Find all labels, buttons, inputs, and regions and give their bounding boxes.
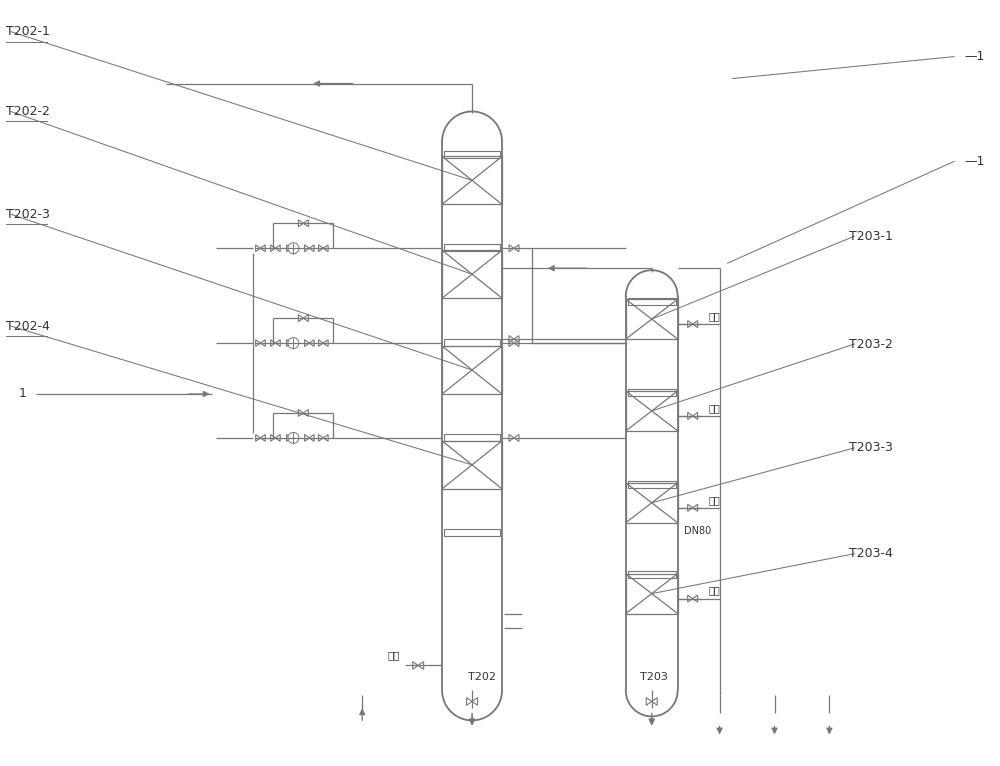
Polygon shape xyxy=(287,339,291,346)
Polygon shape xyxy=(298,410,303,417)
Bar xyxy=(626,300,678,339)
Polygon shape xyxy=(287,434,291,441)
Bar xyxy=(628,298,676,305)
Polygon shape xyxy=(291,245,296,251)
Polygon shape xyxy=(305,245,309,251)
Polygon shape xyxy=(514,336,519,342)
Text: T202-1: T202-1 xyxy=(6,25,50,38)
Bar xyxy=(442,346,502,394)
Polygon shape xyxy=(275,339,280,346)
Text: T203-4: T203-4 xyxy=(849,547,893,560)
Polygon shape xyxy=(303,220,308,227)
Polygon shape xyxy=(688,504,693,511)
Bar xyxy=(628,389,676,396)
Polygon shape xyxy=(688,412,693,420)
Text: T203-2: T203-2 xyxy=(849,338,893,351)
Polygon shape xyxy=(256,339,260,346)
Polygon shape xyxy=(271,339,275,346)
Polygon shape xyxy=(514,339,519,346)
Text: T202-3: T202-3 xyxy=(6,208,50,221)
Polygon shape xyxy=(646,698,652,705)
Polygon shape xyxy=(298,220,303,227)
Text: 蔮汽: 蔮汽 xyxy=(709,403,720,413)
Polygon shape xyxy=(509,434,514,441)
Polygon shape xyxy=(323,245,328,251)
Bar xyxy=(444,339,500,346)
Polygon shape xyxy=(509,245,514,252)
Text: T203-1: T203-1 xyxy=(849,230,893,243)
Bar xyxy=(628,481,676,488)
Polygon shape xyxy=(256,245,260,251)
Polygon shape xyxy=(418,662,424,669)
Text: 1: 1 xyxy=(19,388,27,401)
Bar xyxy=(442,250,502,298)
Polygon shape xyxy=(309,339,314,346)
Bar xyxy=(444,152,500,159)
Bar xyxy=(626,483,678,522)
Bar xyxy=(626,391,678,431)
Polygon shape xyxy=(287,245,291,251)
Polygon shape xyxy=(319,434,323,441)
Circle shape xyxy=(288,433,299,444)
Circle shape xyxy=(288,243,299,254)
Polygon shape xyxy=(688,595,693,602)
Polygon shape xyxy=(303,410,308,417)
Text: 蔮汽: 蔮汽 xyxy=(388,650,400,660)
Polygon shape xyxy=(260,245,265,251)
Polygon shape xyxy=(275,434,280,441)
Text: 蔮汽: 蔮汽 xyxy=(709,495,720,505)
Polygon shape xyxy=(291,339,296,346)
Bar xyxy=(444,434,500,441)
Polygon shape xyxy=(693,321,698,328)
Polygon shape xyxy=(309,434,314,441)
Polygon shape xyxy=(693,412,698,420)
Bar xyxy=(442,156,502,205)
Text: T203-3: T203-3 xyxy=(849,441,893,454)
Polygon shape xyxy=(291,434,296,441)
Polygon shape xyxy=(693,504,698,511)
Polygon shape xyxy=(260,339,265,346)
Text: —1: —1 xyxy=(964,155,985,168)
Text: T203: T203 xyxy=(640,673,668,683)
Polygon shape xyxy=(323,434,328,441)
Polygon shape xyxy=(256,434,260,441)
Polygon shape xyxy=(305,434,309,441)
Polygon shape xyxy=(514,434,519,441)
Text: T202-4: T202-4 xyxy=(6,319,50,332)
Text: 蔮汽: 蔮汽 xyxy=(709,586,720,596)
Polygon shape xyxy=(303,315,308,322)
Text: DN80: DN80 xyxy=(684,525,711,535)
Polygon shape xyxy=(472,698,478,705)
Text: T202: T202 xyxy=(468,673,496,683)
Text: T202-2: T202-2 xyxy=(6,105,50,118)
Polygon shape xyxy=(693,595,698,602)
Polygon shape xyxy=(260,434,265,441)
Polygon shape xyxy=(467,698,472,705)
Polygon shape xyxy=(309,245,314,251)
Polygon shape xyxy=(271,245,275,251)
Polygon shape xyxy=(323,339,328,346)
Bar xyxy=(444,529,500,535)
Text: —1: —1 xyxy=(964,50,985,63)
Bar xyxy=(444,244,500,251)
Polygon shape xyxy=(509,339,514,346)
Polygon shape xyxy=(509,336,514,342)
Polygon shape xyxy=(688,321,693,328)
Polygon shape xyxy=(275,245,280,251)
Polygon shape xyxy=(319,245,323,251)
Polygon shape xyxy=(652,698,657,705)
Polygon shape xyxy=(271,434,275,441)
Bar xyxy=(442,441,502,489)
Bar xyxy=(626,574,678,614)
Polygon shape xyxy=(514,245,519,252)
Text: 蔮汽: 蔮汽 xyxy=(709,311,720,321)
Bar xyxy=(628,571,676,578)
Polygon shape xyxy=(305,339,309,346)
Polygon shape xyxy=(298,315,303,322)
Circle shape xyxy=(288,338,299,349)
Polygon shape xyxy=(413,662,418,669)
Polygon shape xyxy=(319,339,323,346)
